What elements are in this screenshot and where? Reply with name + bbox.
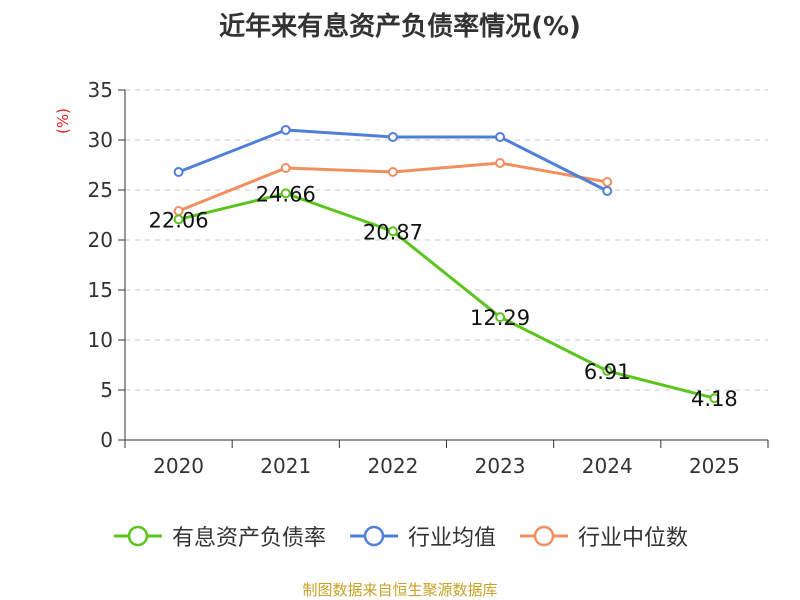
legend-label: 有息资产负债率: [171, 526, 326, 551]
data-point-0: [602, 365, 613, 376]
y-tick-label: 10: [88, 328, 113, 352]
data-label: 6.91: [584, 360, 631, 384]
data-label: 24.66: [256, 182, 316, 206]
x-tick-label: 2021: [260, 454, 311, 478]
data-point-1: [280, 125, 291, 135]
y-tick-label: 25: [88, 178, 113, 202]
data-point-0: [495, 312, 506, 323]
legend-line-circle-icon: [349, 525, 398, 547]
data-point-1: [495, 132, 506, 142]
legend-label: 行业均值: [407, 526, 496, 551]
y-tick-label: 35: [88, 78, 113, 102]
legend-line-circle-icon: [520, 525, 568, 547]
y-tick-label: 0: [100, 428, 113, 452]
x-tick-label: 2024: [582, 454, 633, 478]
data-point-0: [173, 214, 184, 225]
data-label: 12.29: [470, 306, 530, 330]
x-tick-label: 2022: [367, 454, 418, 478]
y-tick-label: 5: [100, 378, 113, 402]
data-point-0: [709, 393, 720, 404]
data-point-2: [387, 167, 398, 177]
x-tick-label: 2020: [153, 454, 204, 478]
data-point-1: [602, 186, 613, 196]
chart-legend: 有息资产负债率 行业均值 行业中位数: [0, 520, 800, 552]
data-point-0: [280, 188, 291, 199]
y-tick-label: 30: [88, 128, 113, 152]
data-point-2: [495, 158, 506, 168]
legend-item[interactable]: 行业中位数: [518, 520, 688, 552]
data-label: 20.87: [363, 220, 423, 244]
chart-title: 近年来有息资产负债率情况(%): [219, 12, 581, 42]
data-source-note: 制图数据来自恒生聚源数据库: [302, 581, 498, 599]
data-label: 4.18: [691, 387, 738, 411]
y-tick-label: 15: [88, 278, 113, 302]
data-label: 22.06: [149, 208, 209, 232]
legend-label: 行业中位数: [578, 526, 689, 551]
y-tick-label: 20: [88, 228, 113, 252]
data-point-1: [173, 167, 184, 177]
data-point-2: [280, 163, 291, 173]
x-tick-label: 2023: [475, 454, 526, 478]
data-point-1: [387, 132, 398, 142]
legend-line-circle-icon: [113, 525, 162, 547]
data-point-0: [387, 226, 398, 237]
series-line-0: [178, 191, 715, 400]
data-point-2: [602, 177, 613, 187]
legend-item[interactable]: 有息资产负债率: [112, 520, 326, 552]
legend-item[interactable]: 行业均值: [348, 520, 496, 552]
x-tick-label: 2025: [689, 454, 740, 478]
